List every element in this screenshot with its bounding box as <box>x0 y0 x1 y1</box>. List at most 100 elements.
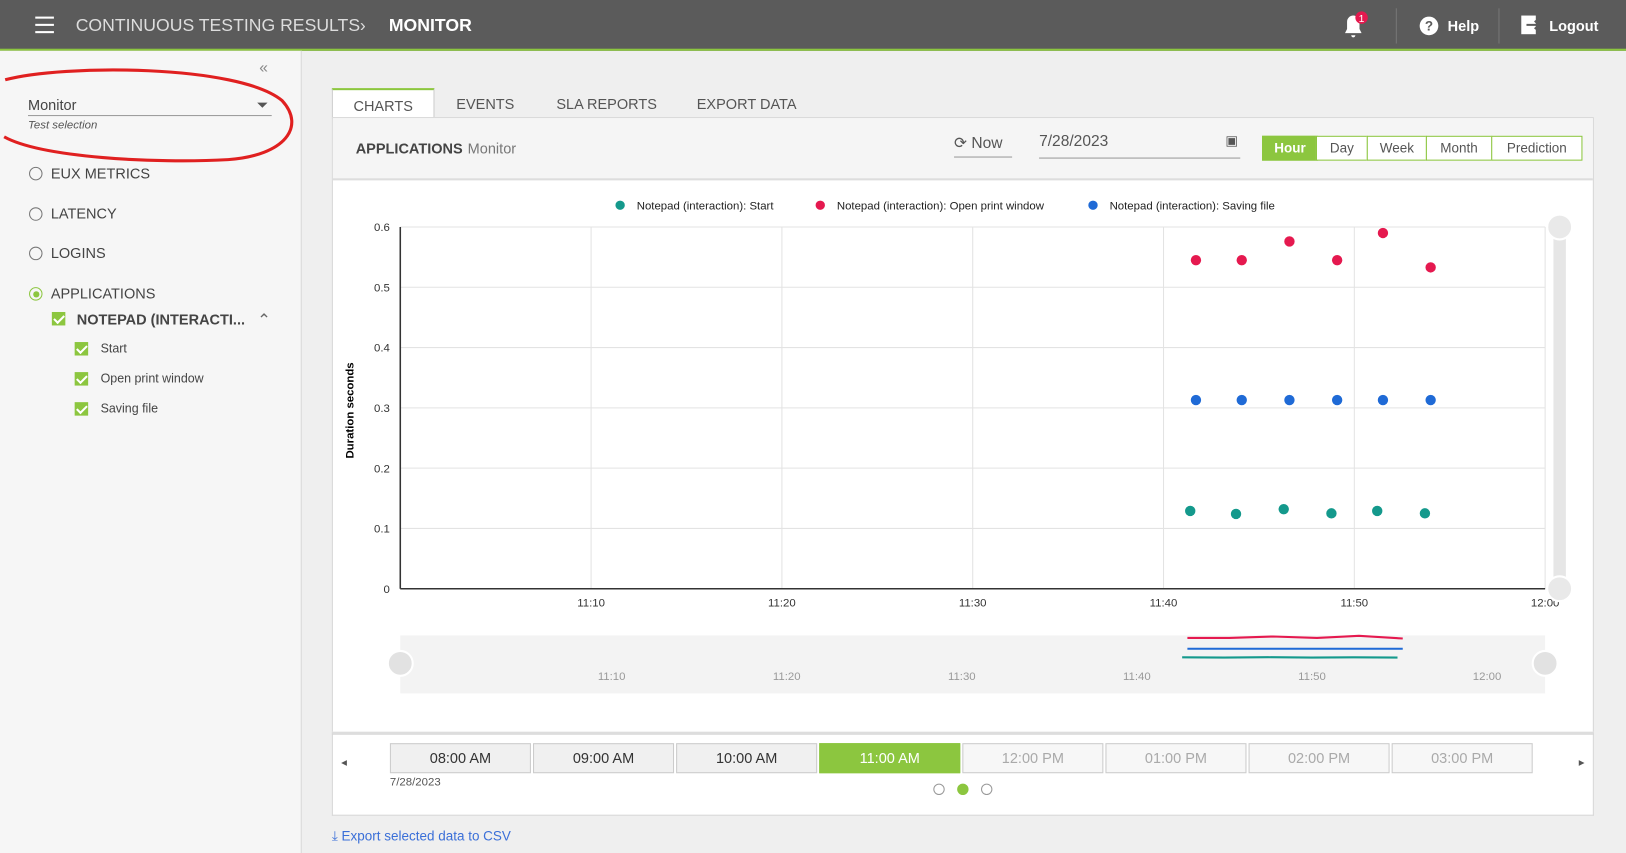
data-point <box>1190 254 1202 266</box>
timeline: ◂ ▸ 08:00 AM 09:00 AM 10:00 AM 11:00 AM … <box>331 731 1594 816</box>
metric-option[interactable]: EUX METRICS <box>50 164 151 182</box>
navigator-tick-label: 11:20 <box>773 671 801 683</box>
data-point <box>1230 508 1242 520</box>
section-title: APPLICATIONS <box>355 139 463 157</box>
legend-label: Notepad (interaction): Saving file <box>1110 200 1275 212</box>
tab[interactable]: EVENTS <box>456 95 515 112</box>
y-tick-label: 0.2 <box>374 463 390 475</box>
page-dot[interactable] <box>981 783 993 795</box>
navigator-tick-label: 11:10 <box>598 671 626 683</box>
scroll-handle <box>1546 575 1574 603</box>
x-tick-label: 11:50 <box>1340 597 1368 609</box>
time-slot[interactable]: 03:00 PM <box>1391 743 1533 774</box>
header: CONTINUOUS TESTING RESULTS › MONITOR 1 ?… <box>0 0 1626 51</box>
now-button[interactable]: ⟳ Now <box>954 134 1013 158</box>
time-slot[interactable]: 11:00 AM <box>819 743 961 774</box>
logout-icon <box>1521 15 1541 35</box>
scrollbar <box>1553 226 1566 589</box>
sidebar: « Monitor Test selection EUX METRICS LAT… <box>0 50 302 853</box>
metric-option[interactable]: LOGINS <box>50 244 106 262</box>
metric-option[interactable]: APPLICATIONS <box>50 285 156 302</box>
expand-toggle[interactable]: ⌃ <box>257 311 272 330</box>
y-tick-label: 0.3 <box>374 403 390 415</box>
y-tick-label: 0.6 <box>374 222 390 234</box>
data-point <box>1419 508 1431 519</box>
range-button[interactable]: Hour <box>1262 135 1319 161</box>
toolbar: APPLICATIONS Monitor ⟳ Now 7/28/2023 ▣ Ho… <box>332 118 1593 181</box>
tab[interactable]: EXPORT DATA <box>696 95 797 112</box>
step-item[interactable]: Start <box>100 341 127 356</box>
x-tick-label: 11:40 <box>1150 597 1178 609</box>
time-slot[interactable]: 08:00 AM <box>389 743 531 774</box>
export-label: Export selected data to CSV <box>341 828 511 844</box>
notification-count: 1 <box>1359 14 1365 25</box>
next-button[interactable]: ▸ <box>1578 756 1585 770</box>
legend-label: Notepad (interaction): Open print window <box>837 200 1045 212</box>
range-button[interactable]: Prediction <box>1491 135 1583 161</box>
data-point <box>1284 236 1295 247</box>
navigator-line <box>1187 634 1403 640</box>
selector-value: Monitor <box>27 96 77 113</box>
x-tick-label: 11:10 <box>577 597 605 609</box>
page-dot[interactable] <box>933 783 945 795</box>
breadcrumb-sep: › <box>359 15 366 36</box>
step-item[interactable]: Saving file <box>100 401 159 416</box>
section-test: Monitor <box>467 139 517 157</box>
timeline-date: 7/28/2023 <box>389 776 441 789</box>
collapse-button[interactable]: « <box>259 59 268 77</box>
range-button[interactable]: Day <box>1315 135 1368 161</box>
legend-marker <box>615 200 625 210</box>
test-selector[interactable]: Monitor <box>27 96 272 117</box>
notification-bell[interactable]: 1 <box>1340 10 1371 41</box>
y-tick-label: 0.1 <box>374 524 390 536</box>
legend-label: Notepad (interaction): Start <box>637 200 775 212</box>
legend-marker <box>815 200 825 210</box>
time-slot[interactable]: 12:00 PM <box>962 743 1104 774</box>
y-tick-label: 0.5 <box>374 282 390 294</box>
selector-hint: Test selection <box>27 119 98 132</box>
time-slot[interactable]: 09:00 AM <box>533 743 675 774</box>
data-point <box>1236 394 1247 406</box>
data-point <box>1278 503 1289 515</box>
metric-option[interactable]: LATENCY <box>50 205 117 222</box>
y-tick-label: 0 <box>384 584 390 596</box>
x-tick-label: 11:30 <box>959 597 987 609</box>
page-dot[interactable] <box>957 783 969 795</box>
data-point <box>1185 505 1196 517</box>
range-button[interactable]: Week <box>1366 135 1427 161</box>
legend-marker <box>1088 200 1098 210</box>
navigator-tick-label: 11:30 <box>948 671 976 683</box>
x-tick-label: 12:00 <box>1531 597 1560 609</box>
data-point <box>1331 394 1343 406</box>
time-slot[interactable]: 10:00 AM <box>676 743 818 774</box>
export-link[interactable]: ⤓ Export selected data to CSV <box>331 828 511 844</box>
x-tick-label: 11:20 <box>768 597 796 609</box>
menu-button[interactable] <box>35 16 54 34</box>
time-slot[interactable]: 01:00 PM <box>1105 743 1247 774</box>
step-item[interactable]: Open print window <box>100 371 204 386</box>
navigator-handle <box>386 649 414 677</box>
data-point <box>1377 227 1389 239</box>
range-button[interactable]: Month <box>1425 135 1493 161</box>
time-slot[interactable]: 02:00 PM <box>1248 743 1390 774</box>
data-point <box>1425 262 1436 273</box>
tab[interactable]: SLA REPORTS <box>556 95 657 112</box>
app-title[interactable]: CONTINUOUS TESTING RESULTS <box>75 15 361 36</box>
data-point <box>1190 394 1202 406</box>
navigator-tick-label: 11:40 <box>1123 671 1151 683</box>
prev-button[interactable]: ◂ <box>341 756 347 770</box>
navigator-tick-label: 11:50 <box>1298 671 1326 683</box>
navigator-tick-label: 12:00 <box>1473 671 1502 683</box>
navigator <box>400 635 1546 694</box>
date-input[interactable]: 7/28/2023 ▣ <box>1039 133 1241 159</box>
application-item[interactable]: NOTEPAD (INTERACTI... <box>76 310 246 328</box>
svg-text:?: ? <box>1425 19 1433 34</box>
help-link[interactable]: Help <box>1447 17 1480 35</box>
navigator-handle <box>1531 649 1559 677</box>
logout-link[interactable]: Logout <box>1549 17 1599 35</box>
help-icon: ? <box>1419 16 1439 36</box>
highlight-annotation <box>3 68 294 163</box>
tab[interactable]: CHARTS <box>331 88 435 120</box>
